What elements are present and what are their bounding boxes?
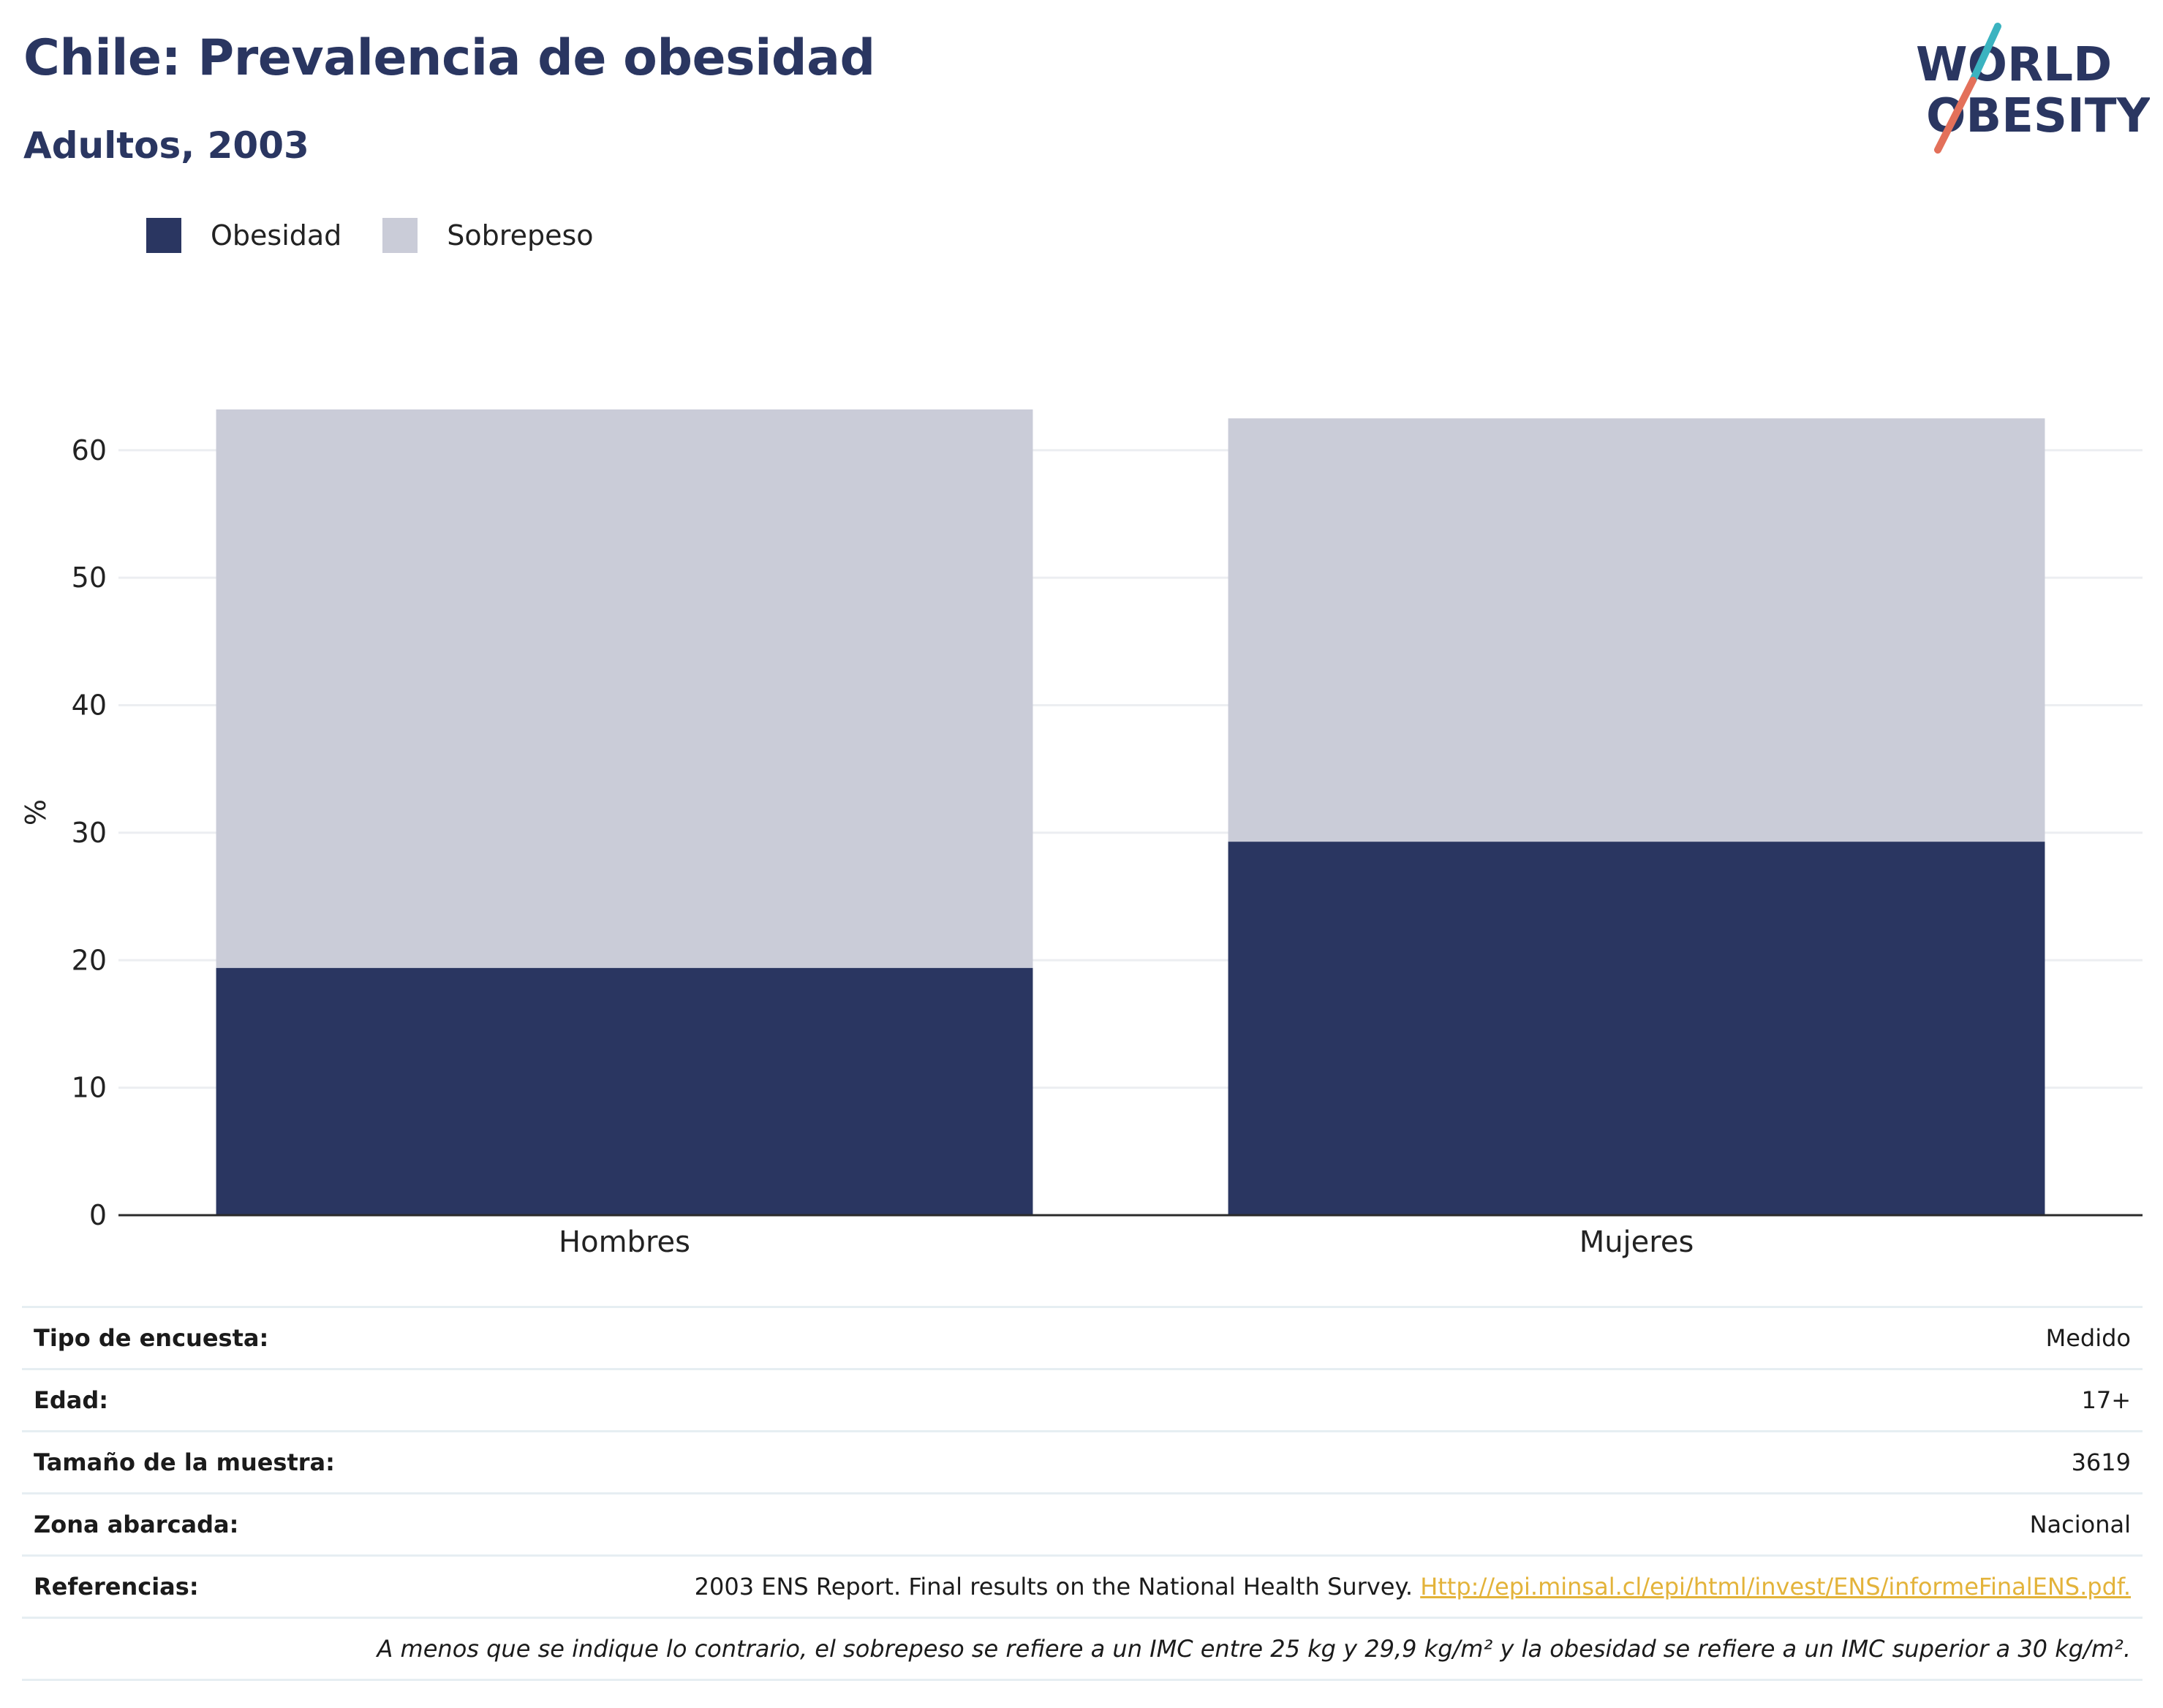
y-tick-label-20: 20 <box>72 944 107 976</box>
bar-sobrepeso-mujeres[interactable] <box>1228 418 2045 842</box>
bar-obesidad-hombres[interactable] <box>216 967 1033 1215</box>
y-tick-label-40: 40 <box>72 689 107 722</box>
meta-row-references: Referencias: 2003 ENS Report. Final resu… <box>22 1554 2143 1617</box>
legend-item-obesidad[interactable]: Obesidad <box>146 218 341 253</box>
chart-legend: Obesidad Sobrepeso <box>146 218 635 253</box>
reference-value: 2003 ENS Report. Final results on the Na… <box>695 1573 2131 1601</box>
definition-note: A menos que se indique lo contrario, el … <box>22 1617 2143 1681</box>
bar-obesidad-mujeres[interactable] <box>1228 842 2045 1215</box>
logo-accent-top <box>1969 23 2001 84</box>
meta-key: Tamaño de la muestra: <box>34 1448 335 1476</box>
legend-item-sobrepeso[interactable]: Sobrepeso <box>382 218 594 253</box>
y-tick-label-50: 50 <box>72 562 107 594</box>
legend-label-sobrepeso: Sobrepeso <box>447 219 594 252</box>
y-tick-label-0: 0 <box>89 1199 107 1231</box>
page-title: Chile: Prevalencia de obesidad <box>23 29 875 87</box>
meta-row-survey-type: Tipo de encuesta: Medido <box>22 1306 2143 1368</box>
y-axis-label: % <box>20 799 52 825</box>
legend-swatch-obesidad <box>146 218 181 253</box>
x-category-label-mujeres: Mujeres <box>1579 1225 1694 1259</box>
reference-text: 2003 ENS Report. Final results on the Na… <box>694 1573 1421 1601</box>
reference-link[interactable]: Http://epi.minsal.cl/epi/html/invest/ENS… <box>1420 1573 2131 1601</box>
meta-key: Edad: <box>34 1386 109 1414</box>
legend-label-obesidad: Obesidad <box>211 219 342 252</box>
page-subtitle: Adultos, 2003 <box>23 124 309 167</box>
meta-row-area: Zona abarcada: Nacional <box>22 1492 2143 1554</box>
bar-sobrepeso-hombres[interactable] <box>216 409 1033 968</box>
world-obesity-logo: WORLD OBESITY <box>1916 23 2150 154</box>
meta-value: 17+ <box>2081 1386 2131 1414</box>
logo-line2: OBESITY <box>1926 89 2150 143</box>
meta-key: Referencias: <box>34 1573 199 1601</box>
logo-accent-bottom <box>1934 77 1977 154</box>
meta-value: Nacional <box>2029 1511 2131 1538</box>
meta-key: Tipo de encuesta: <box>34 1324 269 1352</box>
y-tick-label-60: 60 <box>72 434 107 466</box>
logo-line1: WORLD <box>1916 38 2112 92</box>
meta-value: 3619 <box>2071 1448 2131 1476</box>
y-tick-label-30: 30 <box>72 817 107 849</box>
meta-row-age: Edad: 17+ <box>22 1368 2143 1430</box>
legend-swatch-sobrepeso <box>382 218 418 253</box>
meta-row-sample-size: Tamaño de la muestra: 3619 <box>22 1430 2143 1492</box>
stacked-bar-chart: 0 10 20 30 40 50 60% Hombres Mujeres <box>20 409 2143 1259</box>
x-category-label-hombres: Hombres <box>559 1225 690 1259</box>
survey-metadata-table: Tipo de encuesta: Medido Edad: 17+ Tamañ… <box>22 1306 2143 1681</box>
y-tick-label-10: 10 <box>72 1072 107 1104</box>
meta-value: Medido <box>2045 1324 2131 1352</box>
meta-key: Zona abarcada: <box>34 1511 239 1538</box>
